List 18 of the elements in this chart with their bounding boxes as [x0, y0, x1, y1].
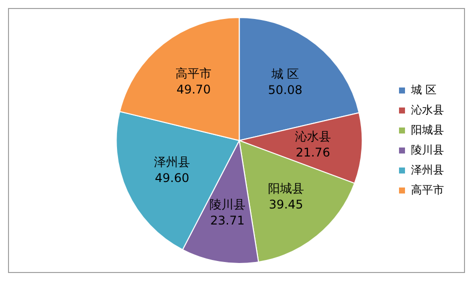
slice-label: 阳城县 [268, 182, 304, 196]
legend-label: 高平市 [411, 183, 444, 196]
slice-label: 高平市 [176, 66, 212, 81]
data-label: 50.08 [268, 82, 302, 97]
legend-label: 城 区 [410, 83, 436, 96]
legend-label: 泽州县 [411, 163, 444, 176]
data-label: 21.76 [296, 145, 330, 160]
slice-label: 沁水县 [294, 129, 331, 144]
data-label: 49.70 [176, 82, 211, 97]
data-label: 39.45 [268, 198, 304, 212]
legend-label: 阳城县 [411, 123, 444, 136]
legend-label: 陵川县 [411, 143, 444, 156]
slice-label: 陵川县 [209, 197, 246, 212]
slice-label: 泽州县 [154, 155, 190, 170]
data-label: 49.60 [154, 171, 190, 186]
data-label: 23.71 [210, 213, 245, 228]
slice-label: 城 区 [270, 66, 300, 81]
legend-label: 沁水县 [411, 103, 444, 116]
